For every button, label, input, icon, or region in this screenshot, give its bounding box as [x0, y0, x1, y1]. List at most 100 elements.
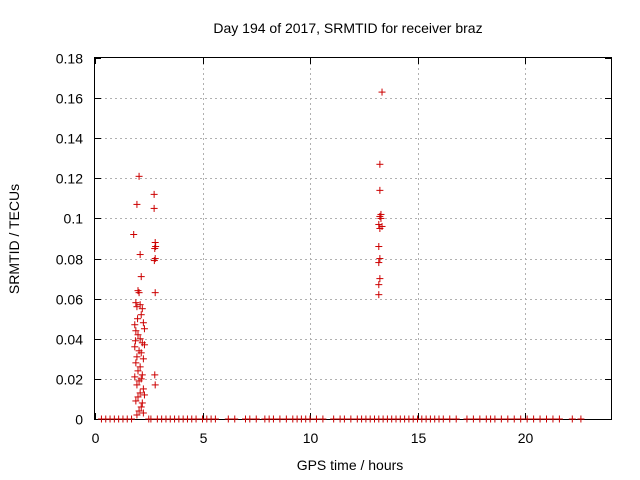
- data-point: [135, 377, 143, 385]
- x-tick-label: 10: [303, 430, 319, 446]
- data-point: [463, 415, 471, 423]
- data-points: [97, 88, 585, 423]
- data-point: [137, 311, 145, 319]
- data-point: [135, 289, 143, 297]
- chart-title: Day 194 of 2017, SRMTID for receiver bra…: [213, 20, 482, 36]
- data-point: [134, 331, 142, 339]
- data-point: [140, 391, 148, 399]
- data-point: [530, 415, 538, 423]
- tick-layer: [95, 58, 611, 420]
- data-point: [523, 415, 531, 423]
- grid-layer: [95, 58, 611, 419]
- data-point: [131, 321, 139, 329]
- data-point: [136, 251, 144, 259]
- data-point: [375, 243, 383, 251]
- x-tick-label: 5: [200, 430, 208, 446]
- data-point: [224, 415, 232, 423]
- data-point: [138, 399, 146, 407]
- y-tick-label: 0.08: [56, 252, 83, 268]
- data-point: [135, 407, 143, 415]
- data-point: [138, 305, 146, 313]
- data-point: [147, 415, 155, 423]
- data-point: [376, 224, 384, 232]
- data-point: [137, 273, 145, 281]
- data-point: [347, 415, 355, 423]
- data-point: [376, 275, 384, 283]
- data-point: [376, 255, 384, 263]
- data-point: [282, 415, 290, 423]
- data-point: [452, 415, 460, 423]
- data-point: [549, 415, 557, 423]
- data-point: [133, 411, 141, 419]
- y-tick-label: 0.02: [56, 372, 83, 388]
- data-point: [150, 204, 158, 212]
- data-point: [151, 381, 159, 389]
- x-tick-label: 20: [518, 430, 534, 446]
- y-tick-label: 0.1: [64, 211, 84, 227]
- data-point: [132, 299, 140, 307]
- data-point: [312, 415, 320, 423]
- data-point: [134, 315, 142, 323]
- data-point: [151, 371, 159, 379]
- data-point: [137, 403, 145, 411]
- data-point: [131, 337, 139, 345]
- data-point: [133, 353, 141, 361]
- data-point: [517, 415, 525, 423]
- data-point: [510, 415, 518, 423]
- data-point: [276, 415, 284, 423]
- data-point: [491, 415, 499, 423]
- data-point: [252, 415, 260, 423]
- y-tick-label: 0.04: [56, 332, 83, 348]
- y-tick-labels: 0 0.02 0.04 0.06 0.08 0.1 0.12 0.14 0.16 0.18: [56, 51, 83, 428]
- data-point: [439, 415, 447, 423]
- data-point: [134, 393, 142, 401]
- data-point: [375, 291, 383, 299]
- x-tick-label: 15: [411, 430, 427, 446]
- data-point: [319, 415, 327, 423]
- data-point: [151, 289, 159, 297]
- data-point: [136, 363, 144, 371]
- data-point: [137, 349, 145, 357]
- x-axis-label: GPS time / hours: [297, 457, 404, 473]
- data-point: [139, 385, 147, 393]
- data-point: [132, 359, 140, 367]
- data-point: [138, 371, 146, 379]
- data-point: [536, 415, 544, 423]
- data-point: [133, 200, 141, 208]
- data-point: [211, 415, 219, 423]
- data-point: [377, 214, 385, 222]
- data-point: [504, 415, 512, 423]
- data-point: [132, 327, 140, 335]
- data-point: [497, 415, 505, 423]
- data-point: [375, 259, 383, 267]
- data-point: [246, 415, 254, 423]
- data-point: [150, 190, 158, 198]
- y-tick-label: 0: [75, 412, 83, 428]
- data-point: [340, 415, 348, 423]
- data-point: [375, 281, 383, 289]
- data-point: [132, 397, 140, 405]
- data-point: [269, 415, 277, 423]
- data-point: [150, 257, 158, 265]
- data-point: [446, 415, 454, 423]
- data-point: [139, 319, 147, 327]
- data-point: [139, 409, 147, 417]
- data-point: [378, 88, 386, 96]
- data-point: [131, 343, 139, 351]
- data-point: [130, 230, 138, 238]
- y-tick-label: 0.06: [56, 292, 83, 308]
- data-point: [577, 415, 585, 423]
- data-point: [134, 367, 142, 375]
- data-point: [131, 373, 139, 381]
- data-point: [128, 415, 136, 423]
- data-point: [136, 301, 144, 309]
- y-tick-label: 0.16: [56, 91, 83, 107]
- data-point: [231, 415, 239, 423]
- y-tick-label: 0.12: [56, 171, 83, 187]
- y-tick-label: 0.18: [56, 51, 83, 67]
- data-point: [139, 355, 147, 363]
- y-tick-label: 0.14: [56, 131, 83, 147]
- data-point: [469, 415, 477, 423]
